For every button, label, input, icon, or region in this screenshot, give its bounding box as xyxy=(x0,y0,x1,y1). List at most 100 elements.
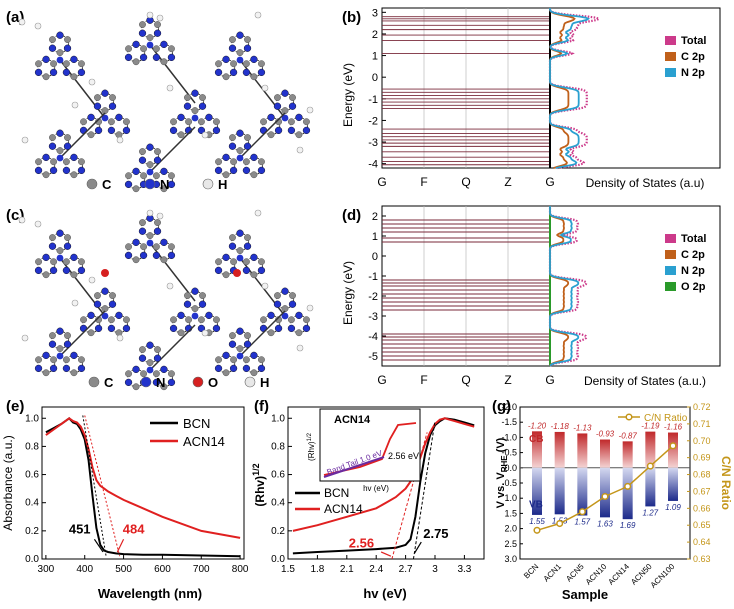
carbon-atom xyxy=(258,158,265,166)
nitrogen-atom xyxy=(122,324,131,333)
nitrogen-atom xyxy=(115,113,123,122)
nitrogen-atom xyxy=(153,354,162,362)
carbon-atom xyxy=(303,316,310,324)
nitrogen-atom xyxy=(257,364,266,373)
nitrogen-atom xyxy=(153,29,162,37)
y-tick-label: -1 xyxy=(368,271,378,283)
category-label: ACN10 xyxy=(584,562,609,587)
plot-d: 2 1 0 -1 -2 -3 -4 -5 G F Q Z G Total C 2p N 2p O 2p xyxy=(368,205,721,387)
carbon-atom xyxy=(78,60,85,68)
annotation-275: 2.75 xyxy=(423,526,448,541)
carbon-atom xyxy=(140,243,148,251)
nitrogen-atom xyxy=(287,126,296,135)
carbon-atom xyxy=(50,356,58,364)
carbon-atom xyxy=(35,356,42,364)
carbon-atom xyxy=(140,370,148,378)
carbon-atom xyxy=(287,118,295,126)
hydrogen-atom xyxy=(166,282,174,290)
inset-ylabel: (Rhv)1/2 xyxy=(307,432,316,461)
carbon-atom xyxy=(146,161,154,169)
carbon-atom xyxy=(230,258,238,266)
dos-legend-swatch xyxy=(665,266,676,275)
hydrogen-atom xyxy=(306,106,314,114)
legend-atom-marker xyxy=(244,376,256,388)
structure-a xyxy=(18,11,314,193)
nitrogen-atom xyxy=(124,251,133,260)
carbon-atom xyxy=(123,118,130,126)
hydrogen-atom xyxy=(201,329,209,337)
hydrogen-atom xyxy=(296,146,304,154)
cb-value-label: -1.19 xyxy=(641,422,660,431)
y-tick-label: 0.6 xyxy=(25,470,39,481)
nitrogen-atom xyxy=(146,341,154,349)
hydrogen-atom xyxy=(116,136,124,144)
carbon-atom xyxy=(78,356,85,364)
carbon-atom xyxy=(125,45,132,53)
nitrogen-atom xyxy=(132,365,140,374)
hydrogen-atom xyxy=(261,84,269,92)
y-tick-label: 0.0 xyxy=(504,463,517,473)
legend-atom-marker xyxy=(202,178,214,190)
carbon-atom xyxy=(230,158,238,166)
y-tick-label: 1 xyxy=(372,51,378,63)
vb-value-label: 1.57 xyxy=(575,518,591,527)
hydrogen-atom xyxy=(21,136,29,144)
nitrogen-atom xyxy=(101,89,109,97)
nitrogen-atom xyxy=(236,31,244,39)
nitrogen-atom xyxy=(56,129,64,137)
nitrogen-atom xyxy=(63,340,72,348)
nitrogen-atom xyxy=(214,266,223,275)
vb-value-label: 1.09 xyxy=(665,503,681,512)
carbon-atom xyxy=(107,118,115,126)
nitrogen-atom xyxy=(63,242,72,250)
carbon-atom xyxy=(244,36,251,44)
k-point-label: G xyxy=(545,373,554,387)
nitrogen-atom xyxy=(288,102,297,110)
x-tick-label: 300 xyxy=(38,564,55,575)
nitrogen-atom xyxy=(132,40,140,49)
carbon-atom xyxy=(236,49,244,57)
nitrogen-atom xyxy=(42,253,50,262)
nitrogen-atom xyxy=(198,102,207,110)
carbon-atom xyxy=(132,185,140,193)
y-tick-label: -3 xyxy=(368,311,378,323)
x-tick-label: 700 xyxy=(193,564,210,575)
carbon-atom xyxy=(62,158,70,166)
y-tick-label: 2 xyxy=(372,29,378,41)
carbon-atom xyxy=(168,370,175,378)
carbon-atom xyxy=(35,258,42,266)
carbon-atom xyxy=(215,258,222,266)
carbon-atom xyxy=(197,118,205,126)
dos-legend-label: Total xyxy=(681,35,706,47)
nitrogen-atom xyxy=(229,68,238,77)
nitrogen-atom xyxy=(56,229,64,237)
band-tail-line xyxy=(323,456,385,478)
carbon-atom xyxy=(42,271,50,279)
arrow-484 xyxy=(116,539,125,553)
hydrogen-atom xyxy=(146,11,154,19)
x-tick-label: 1.5 xyxy=(281,564,295,575)
band-structure-b: (b) Energy (eV) Density of States (a.u) … xyxy=(341,7,721,190)
vb-bar xyxy=(577,467,588,516)
nitrogen-atom xyxy=(146,41,154,49)
dos-legend-swatch xyxy=(665,68,676,77)
nitrogen-atom xyxy=(63,44,72,52)
vb-value-label: 1.27 xyxy=(643,508,659,517)
inset-xlabel: hv (eV) xyxy=(363,484,389,493)
carbon-atom xyxy=(56,49,64,57)
nitrogen-atom xyxy=(160,238,168,247)
carbon-atom xyxy=(250,171,258,179)
carbon-atom xyxy=(140,172,148,180)
nitrogen-atom xyxy=(146,239,154,247)
carbon-atom xyxy=(229,234,236,242)
hydrogen-atom xyxy=(88,276,96,284)
legend-atom-label: H xyxy=(218,177,227,192)
hydrogen-atom xyxy=(88,78,96,86)
x-tick-label: 3.3 xyxy=(457,564,471,575)
y-right-tick-label: 0.72 xyxy=(693,402,711,412)
nitrogen-atom xyxy=(34,68,43,77)
nitrogen-atom xyxy=(236,56,244,64)
carbon-atom xyxy=(154,21,161,29)
nitrogen-atom xyxy=(236,154,244,162)
nitrogen-atom xyxy=(138,354,147,362)
